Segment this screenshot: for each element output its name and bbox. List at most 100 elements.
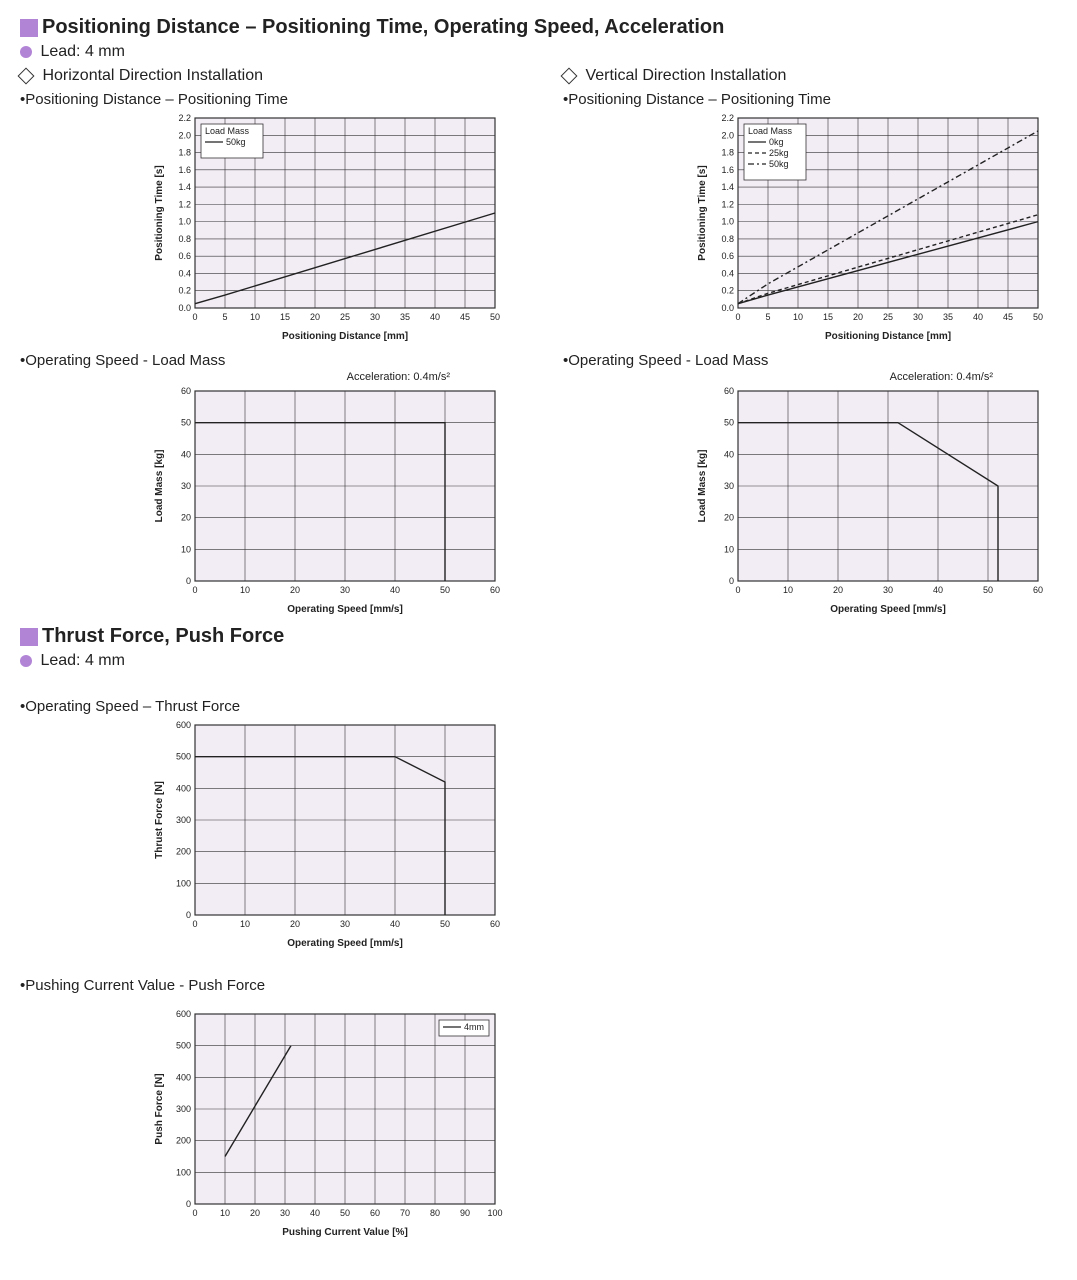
svg-text:Load Mass: Load Mass bbox=[205, 126, 250, 136]
svg-text:20: 20 bbox=[724, 513, 734, 523]
svg-text:2.0: 2.0 bbox=[721, 130, 734, 140]
svg-text:45: 45 bbox=[460, 312, 470, 322]
svg-text:30: 30 bbox=[280, 1208, 290, 1218]
section-marker-icon bbox=[20, 628, 38, 646]
svg-text:200: 200 bbox=[176, 1136, 191, 1146]
svg-text:45: 45 bbox=[1003, 312, 1013, 322]
svg-text:1.6: 1.6 bbox=[178, 165, 191, 175]
svg-text:1.8: 1.8 bbox=[178, 148, 191, 158]
svg-text:500: 500 bbox=[176, 752, 191, 762]
chart-vert-pdpt-title: Positioning Distance – Positioning Time bbox=[563, 91, 1046, 108]
svg-text:10: 10 bbox=[240, 919, 250, 929]
chart-os-tf-title: Operating Speed – Thrust Force bbox=[20, 698, 1057, 715]
svg-text:Operating Speed [mm/s]: Operating Speed [mm/s] bbox=[830, 604, 946, 615]
svg-text:30: 30 bbox=[724, 481, 734, 491]
svg-text:10: 10 bbox=[220, 1208, 230, 1218]
svg-text:60: 60 bbox=[490, 585, 500, 595]
svg-text:30: 30 bbox=[913, 312, 923, 322]
svg-text:40: 40 bbox=[390, 585, 400, 595]
svg-text:0: 0 bbox=[186, 576, 191, 586]
chart-horiz-oslm-title: Operating Speed - Load Mass bbox=[20, 352, 503, 369]
svg-text:50: 50 bbox=[440, 919, 450, 929]
lead-text-2: Lead: 4 mm bbox=[40, 652, 124, 669]
bullet-icon bbox=[20, 46, 32, 58]
svg-text:30: 30 bbox=[370, 312, 380, 322]
svg-text:0.2: 0.2 bbox=[178, 286, 191, 296]
svg-text:1.0: 1.0 bbox=[721, 217, 734, 227]
svg-text:100: 100 bbox=[487, 1208, 502, 1218]
svg-text:30: 30 bbox=[340, 919, 350, 929]
svg-text:15: 15 bbox=[280, 312, 290, 322]
svg-text:10: 10 bbox=[724, 544, 734, 554]
svg-text:Pushing Current Value [%]: Pushing Current Value [%] bbox=[282, 1227, 408, 1238]
svg-text:4mm: 4mm bbox=[464, 1022, 484, 1032]
svg-text:Thrust Force [N]: Thrust Force [N] bbox=[154, 781, 165, 859]
svg-text:Positioning Distance [mm]: Positioning Distance [mm] bbox=[825, 331, 951, 342]
svg-text:1.4: 1.4 bbox=[721, 182, 734, 192]
svg-text:600: 600 bbox=[176, 720, 191, 730]
section1-header: Positioning Distance – Positioning Time,… bbox=[20, 16, 1057, 39]
svg-text:50: 50 bbox=[490, 312, 500, 322]
lead-line-1: Lead: 4 mm bbox=[20, 43, 1057, 61]
svg-text:35: 35 bbox=[400, 312, 410, 322]
svg-text:60: 60 bbox=[370, 1208, 380, 1218]
svg-text:20: 20 bbox=[853, 312, 863, 322]
chart-horiz-pdpt-title: Positioning Distance – Positioning Time bbox=[20, 91, 503, 108]
svg-text:300: 300 bbox=[176, 815, 191, 825]
svg-text:200: 200 bbox=[176, 847, 191, 857]
svg-text:400: 400 bbox=[176, 783, 191, 793]
svg-text:35: 35 bbox=[943, 312, 953, 322]
svg-text:1.4: 1.4 bbox=[178, 182, 191, 192]
svg-text:400: 400 bbox=[176, 1072, 191, 1082]
svg-text:20: 20 bbox=[310, 312, 320, 322]
svg-text:50: 50 bbox=[1033, 312, 1043, 322]
svg-text:1.6: 1.6 bbox=[721, 165, 734, 175]
svg-text:15: 15 bbox=[823, 312, 833, 322]
svg-text:40: 40 bbox=[390, 919, 400, 929]
chart-horiz-oslm: 01020304050600102030405060Operating Spee… bbox=[20, 383, 503, 619]
svg-text:0.2: 0.2 bbox=[721, 286, 734, 296]
svg-text:25: 25 bbox=[340, 312, 350, 322]
svg-text:50kg: 50kg bbox=[226, 137, 246, 147]
vert-install-label: Vertical Direction Installation bbox=[563, 67, 1046, 85]
section1-title: Positioning Distance – Positioning Time,… bbox=[42, 16, 724, 39]
svg-text:25: 25 bbox=[883, 312, 893, 322]
chart-vert-pdpt: 051015202530354045500.00.20.40.60.81.01.… bbox=[563, 110, 1046, 346]
svg-text:1.8: 1.8 bbox=[721, 148, 734, 158]
svg-text:20: 20 bbox=[290, 919, 300, 929]
svg-text:30: 30 bbox=[340, 585, 350, 595]
svg-text:1.2: 1.2 bbox=[721, 199, 734, 209]
svg-text:Load Mass: Load Mass bbox=[748, 126, 793, 136]
svg-text:Operating Speed [mm/s]: Operating Speed [mm/s] bbox=[287, 938, 403, 949]
svg-text:5: 5 bbox=[222, 312, 227, 322]
svg-text:0.0: 0.0 bbox=[721, 303, 734, 313]
svg-text:10: 10 bbox=[783, 585, 793, 595]
svg-text:10: 10 bbox=[250, 312, 260, 322]
svg-text:0.8: 0.8 bbox=[721, 234, 734, 244]
svg-text:5: 5 bbox=[765, 312, 770, 322]
svg-text:70: 70 bbox=[400, 1208, 410, 1218]
chart-horiz-pdpt: 051015202530354045500.00.20.40.60.81.01.… bbox=[20, 110, 503, 346]
svg-text:Load Mass [kg]: Load Mass [kg] bbox=[697, 450, 708, 523]
diamond-icon bbox=[561, 67, 578, 84]
svg-text:80: 80 bbox=[430, 1208, 440, 1218]
svg-text:0: 0 bbox=[192, 585, 197, 595]
svg-text:50: 50 bbox=[440, 585, 450, 595]
chart-pc-pf-title: Pushing Current Value - Push Force bbox=[20, 977, 1057, 994]
svg-text:50: 50 bbox=[181, 418, 191, 428]
accel-note-2: Acceleration: 0.4m/s² bbox=[693, 371, 993, 383]
svg-text:20: 20 bbox=[181, 513, 191, 523]
svg-text:60: 60 bbox=[724, 386, 734, 396]
svg-text:0.8: 0.8 bbox=[178, 234, 191, 244]
svg-text:50: 50 bbox=[340, 1208, 350, 1218]
svg-text:40: 40 bbox=[933, 585, 943, 595]
svg-text:0.4: 0.4 bbox=[721, 268, 734, 278]
svg-text:10: 10 bbox=[793, 312, 803, 322]
svg-text:0.6: 0.6 bbox=[721, 251, 734, 261]
chart-vert-oslm-title: Operating Speed - Load Mass bbox=[563, 352, 1046, 369]
accel-note-1: Acceleration: 0.4m/s² bbox=[150, 371, 450, 383]
svg-text:0.4: 0.4 bbox=[178, 268, 191, 278]
svg-text:20: 20 bbox=[250, 1208, 260, 1218]
svg-text:Positioning Time [s]: Positioning Time [s] bbox=[154, 165, 165, 260]
svg-text:40: 40 bbox=[973, 312, 983, 322]
